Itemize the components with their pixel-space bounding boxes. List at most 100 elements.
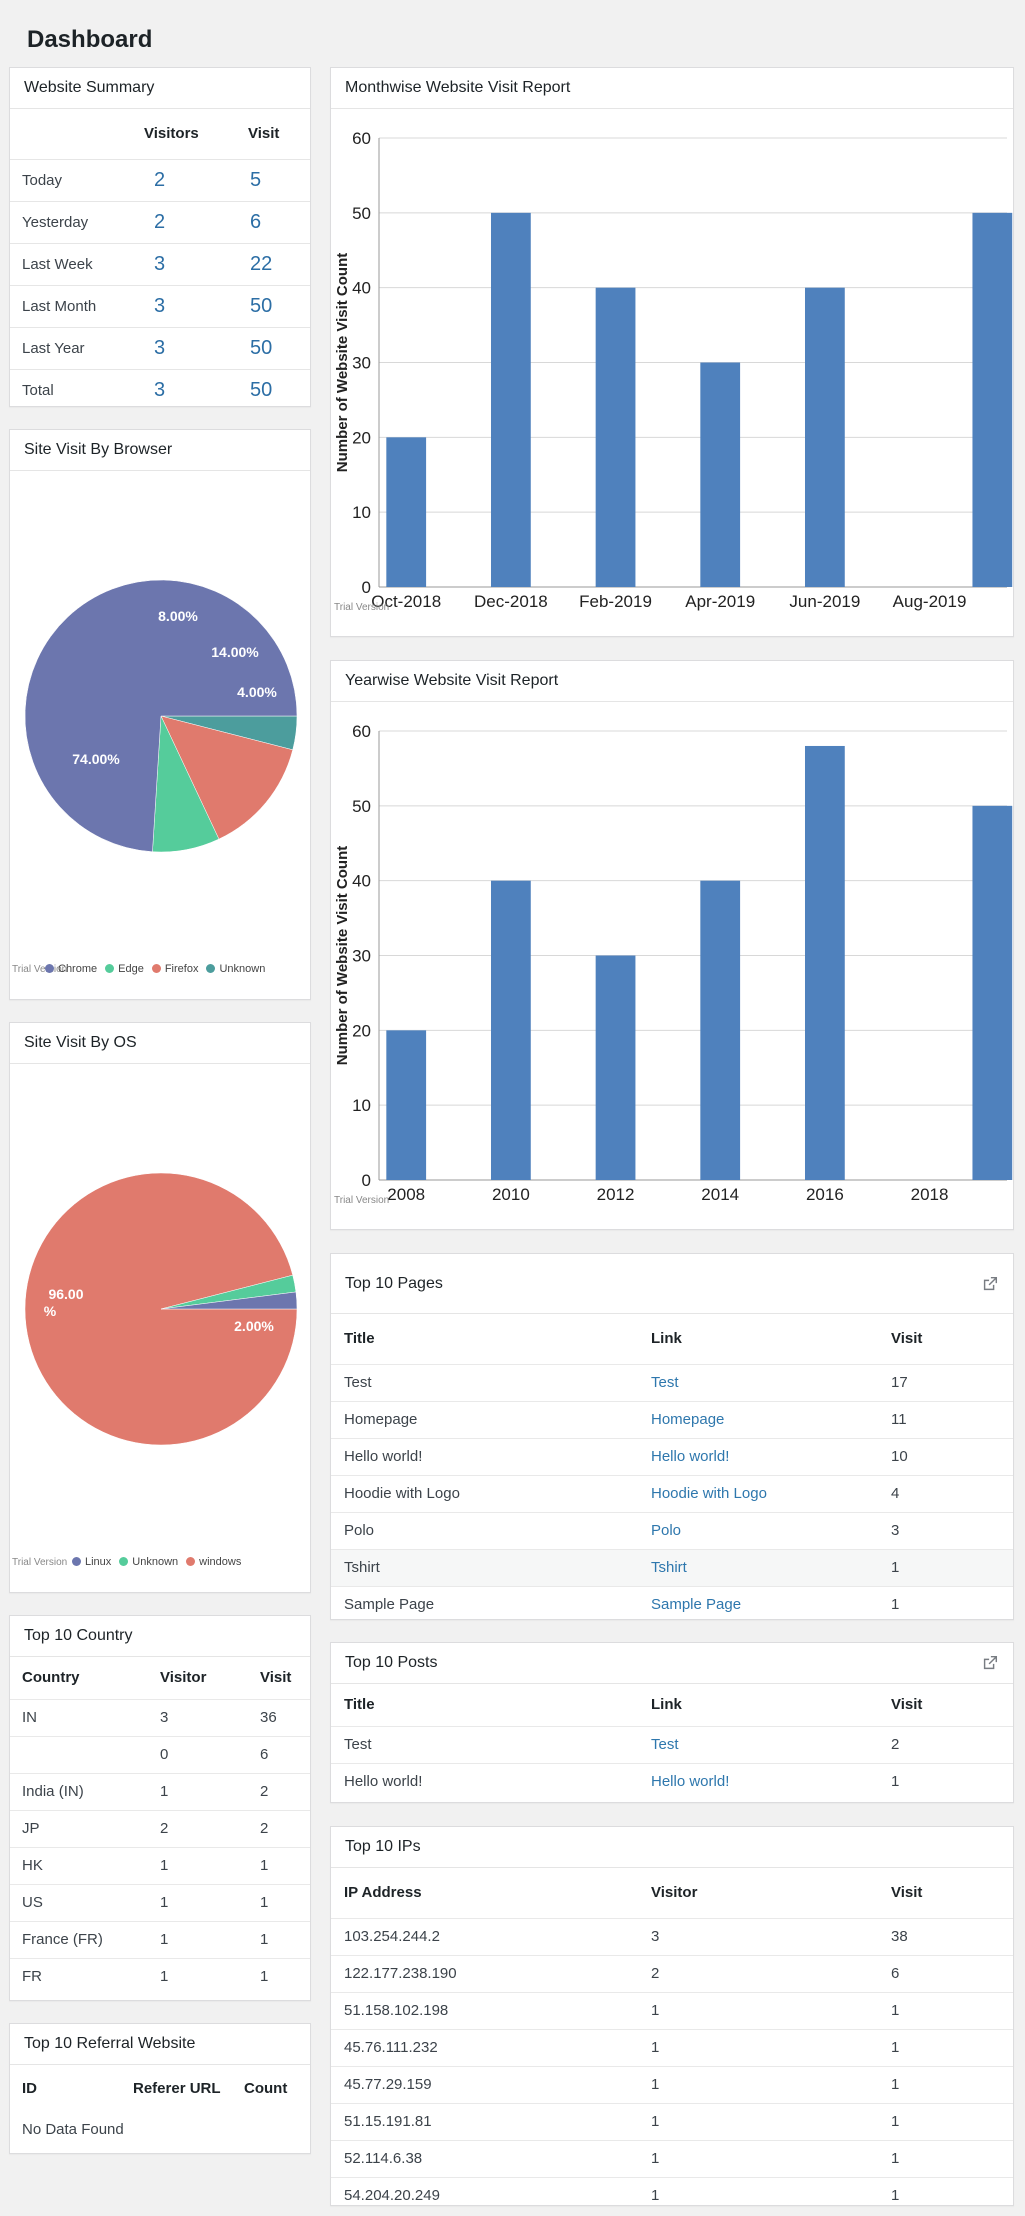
card-title: Website Summary: [10, 68, 310, 109]
legend-swatch: [206, 964, 216, 973]
table-cell[interactable]: Test: [651, 1725, 891, 1763]
table-cell: Hoodie with Logo: [331, 1474, 651, 1512]
table-row: 103.254.244.2 3 38: [331, 1917, 1013, 1955]
table-cell: Hello world!: [331, 1437, 651, 1475]
y-tick-label: 50: [352, 204, 371, 223]
legend-swatch: [45, 964, 54, 973]
table-cell: 1: [891, 1762, 1013, 1800]
table-cell[interactable]: Polo: [651, 1511, 891, 1549]
table-cell[interactable]: Tshirt: [651, 1548, 891, 1586]
summary-visitors: 3: [144, 326, 248, 369]
bar: [490, 880, 531, 1180]
table-cell: 1: [651, 2176, 891, 2214]
x-tick-label: 2012: [597, 1185, 635, 1204]
summary-visit: 6: [248, 200, 310, 243]
table-cell: [10, 1735, 160, 1773]
table-cell[interactable]: Hello world!: [651, 1437, 891, 1475]
table-cell: Polo: [331, 1511, 651, 1549]
table-cell: 51.158.102.198: [331, 1991, 651, 2029]
external-link-icon[interactable]: [981, 1654, 999, 1672]
pie-value-label: 4.00%: [237, 684, 277, 700]
table-row: Polo Polo 3: [331, 1511, 1013, 1549]
summary-visit: 50: [248, 326, 310, 369]
website-summary-card: Website Summary Visitors Visit Today 2 5 Ye…: [9, 67, 311, 411]
legend-swatch: [186, 1557, 196, 1566]
table-cell: 2: [260, 1809, 310, 1847]
col-title: Title: [344, 1696, 375, 1714]
summary-visit: 22: [248, 242, 310, 285]
browser-legend: Chrome Edge Firefox Unknown: [45, 963, 265, 975]
col-title: Title: [344, 1330, 375, 1348]
card-title: Monthwise Website Visit Report: [331, 68, 1013, 109]
table-cell: 17: [891, 1363, 1013, 1401]
table-cell: India (IN): [10, 1772, 160, 1810]
table-cell: 1: [260, 1846, 310, 1884]
table-cell[interactable]: Sample Page: [651, 1585, 891, 1623]
trial-version-label: Trial Version: [334, 602, 390, 613]
table-cell: France (FR): [10, 1920, 160, 1958]
table-cell: 1: [891, 1548, 1013, 1586]
col-referer-url: Referer URL: [133, 2079, 221, 2097]
table-cell[interactable]: Hello world!: [651, 1762, 891, 1800]
legend-item: Edge: [105, 963, 144, 975]
table-cell: 10: [891, 1437, 1013, 1475]
external-link-icon[interactable]: [981, 1275, 999, 1293]
trial-version-label: Trial Version: [12, 1557, 68, 1568]
col-visit: Visit: [891, 1330, 923, 1348]
table-cell: 1: [891, 2065, 1013, 2103]
pie-value-label: 8.00%: [158, 608, 198, 624]
table-cell: 4: [891, 1474, 1013, 1512]
table-cell: US: [10, 1883, 160, 1921]
table-cell: 1: [891, 2028, 1013, 2066]
y-tick-label: 60: [352, 722, 371, 741]
summary-label: Today: [10, 158, 144, 201]
x-tick-label: 2016: [806, 1185, 844, 1204]
summary-visitors: 2: [144, 158, 248, 201]
summary-visit: 5: [248, 158, 310, 201]
legend-item: windows: [186, 1556, 241, 1568]
table-cell: 1: [160, 1957, 260, 1995]
table-cell: HK: [10, 1846, 160, 1884]
card-title: Top 10 Pages: [331, 1254, 1013, 1314]
bar: [972, 212, 1013, 587]
table-cell: 1: [891, 2176, 1013, 2214]
trial-version-label: Trial Version: [12, 964, 68, 975]
y-tick-label: 50: [352, 797, 371, 816]
col-visit: Visit: [248, 125, 280, 143]
table-cell: 54.204.20.249: [331, 2176, 651, 2214]
table-row: JP 2 2: [10, 1809, 310, 1847]
pie-value-label: 74.00%: [72, 751, 120, 767]
col-visitor: Visitor: [160, 1669, 207, 1687]
table-cell[interactable]: Homepage: [651, 1400, 891, 1438]
posts-table: Title Link Visit Test Test 2 Hello world! He…: [331, 1684, 1013, 1800]
table-cell: 1: [651, 2065, 891, 2103]
col-visitor: Visitor: [651, 1884, 698, 1902]
summary-visitors: 3: [144, 284, 248, 327]
y-tick-label: 10: [352, 503, 371, 522]
table-row: Homepage Homepage 11: [331, 1400, 1013, 1438]
table-cell: 3: [651, 1917, 891, 1955]
table-cell: Sample Page: [331, 1585, 651, 1623]
x-tick-label: Oct-2018: [371, 592, 441, 611]
y-tick-label: 30: [352, 354, 371, 373]
table-cell: 2: [891, 1725, 1013, 1763]
summary-row: Last Week 3 22: [10, 242, 310, 285]
y-tick-label: 60: [352, 129, 371, 148]
summary-visit: 50: [248, 368, 310, 411]
pie-value-label: 2.00%: [234, 1318, 274, 1334]
legend-swatch: [119, 1557, 129, 1566]
os-legend: Linux Unknown windows: [72, 1556, 241, 1568]
table-cell: 1: [891, 1585, 1013, 1623]
table-cell: 1: [891, 1991, 1013, 2029]
legend-label: Linux: [85, 1556, 112, 1568]
table-cell[interactable]: Hoodie with Logo: [651, 1474, 891, 1512]
legend-label: windows: [199, 1556, 242, 1568]
x-tick-label: Apr-2019: [685, 592, 755, 611]
table-cell[interactable]: Test: [651, 1363, 891, 1401]
table-row: Hello world! Hello world! 1: [331, 1762, 1013, 1800]
pie-slice: [24, 579, 298, 852]
table-cell: 1: [160, 1846, 260, 1884]
monthly-chart-card: Monthwise Website Visit Report 0 10 20 30 40…: [330, 67, 1014, 637]
table-cell: 1: [260, 1920, 310, 1958]
bar: [386, 1030, 427, 1180]
